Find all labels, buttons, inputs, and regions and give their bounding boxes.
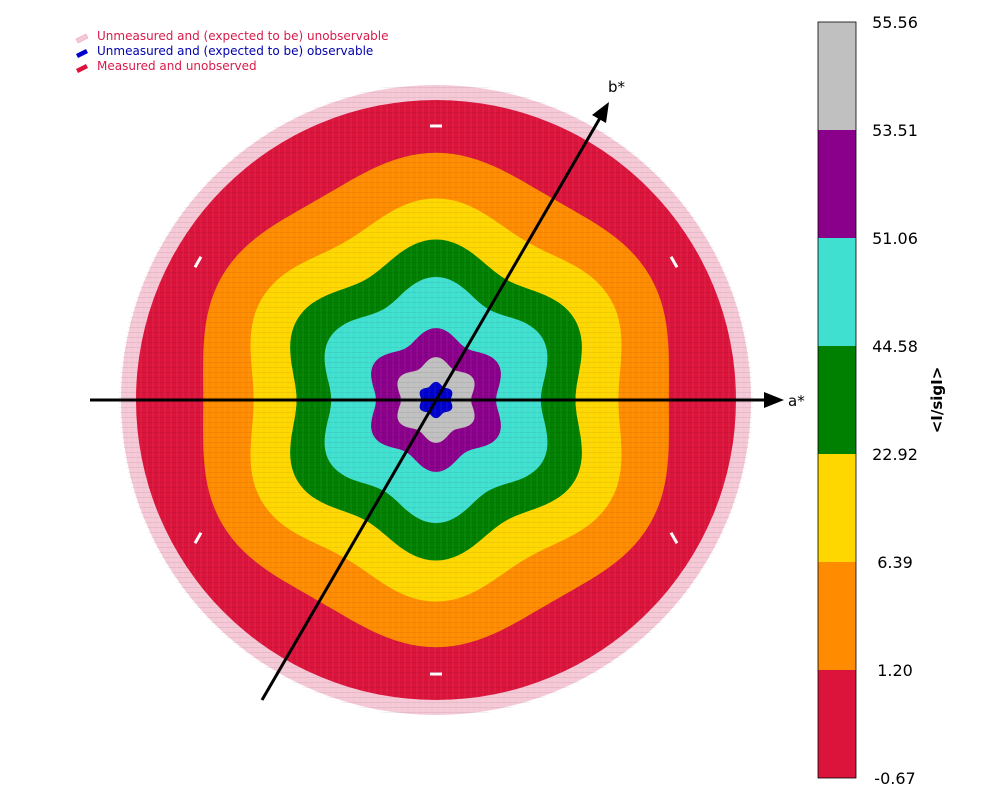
colorbar-bin-1 [818,130,856,238]
colorbar-tick-label: 53.51 [872,121,918,140]
legend-swatch-measured-unobserved [76,64,88,73]
colorbar-bin-4 [818,454,856,562]
b-star-arrowhead [592,102,609,123]
colorbar-bin-5 [818,562,856,670]
colorbar-tick-label: -0.67 [874,769,915,788]
legend: Unmeasured and (expected to be) unobserv… [75,29,389,73]
colorbar-title: <I/sigI> [928,367,946,434]
legend-label-measured-unobserved: Measured and unobserved [97,59,257,73]
legend-entry-observable: Unmeasured and (expected to be) observab… [76,44,373,58]
legend-label-observable: Unmeasured and (expected to be) observab… [97,44,373,58]
colorbar-bin-2 [818,238,856,346]
colorbar-bin-3 [818,346,856,454]
legend-entry-measured-unobserved: Measured and unobserved [76,59,257,73]
a-star-axis-label: a* [788,392,805,410]
legend-swatch-observable [76,49,88,58]
axes: a* b* [90,78,805,701]
colorbar-border [817,21,857,779]
colorbar-bin-0 [818,22,856,130]
colorbar-tick-label: 22.92 [872,445,918,464]
colorbar-tick-label: 1.20 [877,661,913,680]
colorbar-bin-6 [818,670,856,778]
legend-label-unobservable: Unmeasured and (expected to be) unobserv… [97,29,389,43]
a-star-arrowhead [764,392,784,408]
legend-entry-unobservable: Unmeasured and (expected to be) unobserv… [75,29,389,44]
b-star-axis-label: b* [608,78,626,96]
b-star-axis-line [260,117,602,701]
colorbar-tick-label: 55.56 [872,13,918,32]
colorbar-tick-label: 44.58 [872,337,918,356]
legend-swatch-unobservable [75,33,89,44]
colorbar: 55.56 53.51 51.06 44.58 22.92 6.39 1.20 -0.67 [817,13,918,788]
colorbar-tick-label: 6.39 [877,553,913,572]
colorbar-tick-label: 51.06 [872,229,918,248]
